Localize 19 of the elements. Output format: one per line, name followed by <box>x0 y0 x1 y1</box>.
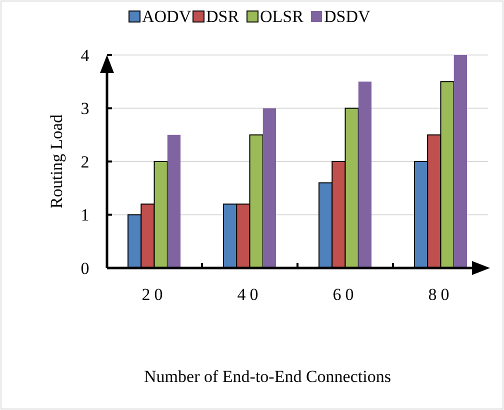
legend-label: DSR <box>206 7 240 26</box>
legend-label: AODV <box>142 7 192 26</box>
legend-label: OLSR <box>260 7 304 26</box>
y-tick-label: 2 <box>80 152 90 172</box>
y-tick-label: 4 <box>80 46 90 65</box>
legend-label: DSDV <box>324 7 372 26</box>
x-tick-label: 40 <box>237 285 262 304</box>
x-axis-title: Number of End-to-End Connections <box>144 367 391 386</box>
y-tick-label: 0 <box>80 258 90 278</box>
x-tick-label: 20 <box>142 285 167 304</box>
bar <box>358 82 372 268</box>
x-tick-label: 60 <box>332 285 358 304</box>
y-tick-label: 3 <box>80 99 90 118</box>
x-tick-label: 80 <box>428 285 454 304</box>
bar <box>454 55 467 268</box>
y-axis-title: Routing Load <box>47 114 66 208</box>
bar <box>167 134 181 268</box>
bar <box>262 108 276 268</box>
y-tick-label: 1 <box>80 206 90 225</box>
